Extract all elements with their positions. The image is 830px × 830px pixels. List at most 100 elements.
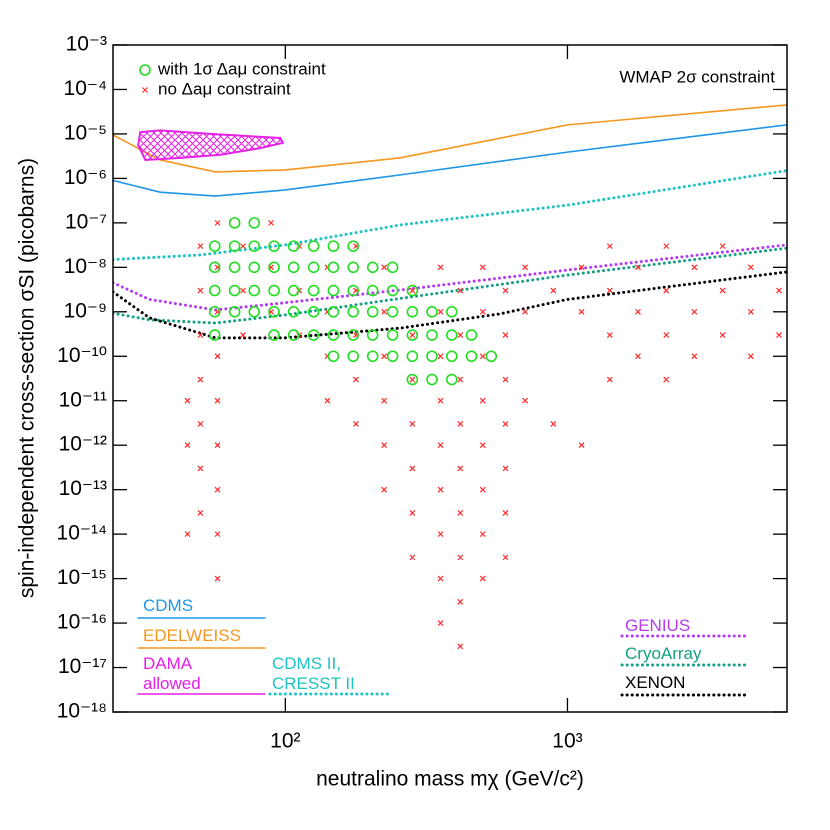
plot-area <box>113 104 787 650</box>
plot-frame <box>112 44 788 713</box>
point <box>228 305 241 318</box>
point <box>347 329 359 341</box>
point <box>457 598 464 605</box>
point <box>406 373 419 386</box>
x-axis-title: neutralino mass mχ (GeV/c²) <box>316 768 584 791</box>
point <box>747 353 754 360</box>
point <box>437 620 444 626</box>
point <box>409 287 416 294</box>
point <box>479 531 486 538</box>
point <box>606 332 613 338</box>
point <box>386 305 399 318</box>
point <box>606 376 613 383</box>
point <box>445 305 458 318</box>
point <box>457 643 464 650</box>
point <box>635 353 641 360</box>
point <box>240 287 246 294</box>
point <box>228 217 241 229</box>
point <box>347 305 359 318</box>
point <box>457 509 464 516</box>
point <box>347 284 359 297</box>
point <box>445 350 458 363</box>
point <box>324 397 331 404</box>
point <box>479 264 486 271</box>
point <box>214 219 221 226</box>
point <box>214 353 221 360</box>
point <box>465 329 478 341</box>
point <box>214 575 221 582</box>
point <box>208 240 221 252</box>
point <box>409 376 416 383</box>
point <box>406 284 419 297</box>
point <box>228 240 241 252</box>
legend-label: CDMS II, CRESST II <box>272 654 355 693</box>
limit-curve <box>113 270 787 340</box>
y-tick-label: 10⁻⁵ <box>64 121 107 144</box>
point <box>197 243 204 250</box>
point <box>197 287 204 294</box>
point <box>248 261 261 274</box>
legend-marker <box>142 87 148 93</box>
point <box>240 243 246 250</box>
annotation: WMAP 2σ constraint <box>619 67 775 86</box>
point <box>522 397 529 404</box>
point <box>327 284 340 297</box>
point <box>719 332 726 338</box>
point <box>307 261 320 274</box>
y-tick-label: 10⁻⁴ <box>64 77 107 100</box>
point <box>214 531 221 538</box>
point <box>502 554 509 561</box>
legend-marker <box>139 64 151 76</box>
legend-label: CryoArray <box>625 644 702 663</box>
point <box>479 353 486 360</box>
point <box>457 287 464 294</box>
point <box>663 287 670 294</box>
point <box>502 287 509 294</box>
point <box>409 332 416 338</box>
point <box>663 376 670 383</box>
limit-curve <box>113 169 787 262</box>
point <box>479 442 486 449</box>
point <box>184 442 191 449</box>
point <box>578 442 585 449</box>
limit-curve <box>113 246 787 325</box>
point <box>381 442 388 449</box>
point <box>197 421 204 427</box>
point <box>268 261 280 274</box>
point <box>663 243 670 250</box>
point <box>426 350 438 363</box>
legend-label: with 1σ Δaμ constraint <box>157 59 326 78</box>
point <box>426 329 438 341</box>
point <box>353 421 359 427</box>
point <box>197 376 204 383</box>
point <box>437 575 444 582</box>
point <box>522 308 529 315</box>
point <box>719 243 726 250</box>
point <box>228 284 241 297</box>
point <box>386 329 399 341</box>
point <box>268 284 280 297</box>
point <box>307 240 320 252</box>
point <box>381 397 388 404</box>
point <box>550 287 557 294</box>
point <box>197 509 204 516</box>
y-tick-label: 10⁻⁶ <box>64 166 107 189</box>
x-tick-label: 10³ <box>552 730 582 753</box>
point <box>184 397 191 404</box>
point <box>406 329 419 341</box>
point <box>248 305 261 318</box>
point <box>307 329 320 341</box>
point <box>240 332 246 338</box>
point <box>502 509 509 516</box>
point <box>307 305 320 318</box>
point <box>409 421 416 427</box>
point <box>445 373 458 386</box>
point <box>287 261 300 274</box>
point <box>307 284 320 297</box>
point <box>479 397 486 404</box>
point <box>502 421 509 427</box>
legend-label: CDMS <box>143 596 194 615</box>
y-tick-label: 10⁻¹⁵ <box>57 566 107 589</box>
